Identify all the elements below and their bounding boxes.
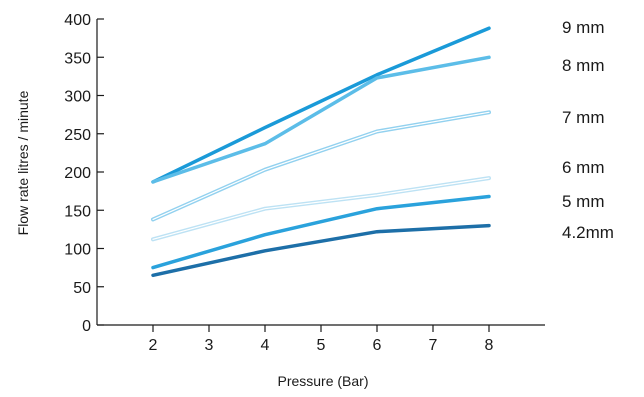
series-line-inner	[152, 177, 490, 240]
y-tick-label: 50	[73, 280, 91, 297]
y-axis-ticks: 0 50 100 150 200 250 300 350 400	[64, 12, 104, 335]
series-label: 8 mm	[562, 56, 605, 75]
x-tick-label: 5	[317, 337, 326, 354]
series-label: 9 mm	[562, 18, 605, 37]
series-label: 5 mm	[562, 192, 605, 211]
series-line	[151, 176, 491, 242]
x-tick-label: 3	[205, 337, 214, 354]
series-labels: 9 mm 8 mm 7 mm 6 mm 5 mm 4.2mm	[562, 18, 614, 242]
y-tick-label: 400	[64, 12, 91, 29]
series-label: 4.2mm	[562, 223, 614, 242]
series-lines	[151, 26, 491, 278]
y-tick-label: 350	[64, 50, 91, 67]
series-line-inner	[152, 111, 490, 220]
series-line	[151, 110, 491, 222]
series-line	[151, 223, 491, 278]
series-label: 6 mm	[562, 158, 605, 177]
x-tick-label: 2	[149, 337, 158, 354]
series-line	[151, 55, 491, 184]
series-line-outer	[151, 176, 491, 242]
series-line	[151, 194, 491, 270]
series-line-path	[151, 194, 491, 270]
series-line-path	[151, 223, 491, 278]
series-line-path	[151, 26, 491, 184]
y-tick-label: 300	[64, 89, 91, 106]
y-tick-label: 200	[64, 165, 91, 182]
series-label: 7 mm	[562, 108, 605, 127]
y-axis-label: Flow rate litres / minute	[15, 90, 31, 235]
x-tick-label: 6	[373, 337, 382, 354]
x-tick-label: 4	[261, 337, 270, 354]
y-tick-label: 150	[64, 203, 91, 220]
x-tick-label: 8	[485, 337, 494, 354]
series-line	[151, 26, 491, 184]
x-axis-ticks: 2 3 4 5 6 7 8	[149, 325, 494, 354]
series-line-path	[151, 55, 491, 184]
x-axis-label: Pressure (Bar)	[277, 373, 368, 389]
y-tick-label: 0	[82, 318, 91, 335]
y-tick-label: 250	[64, 127, 91, 144]
x-tick-label: 7	[429, 337, 438, 354]
y-tick-label: 100	[64, 242, 91, 259]
